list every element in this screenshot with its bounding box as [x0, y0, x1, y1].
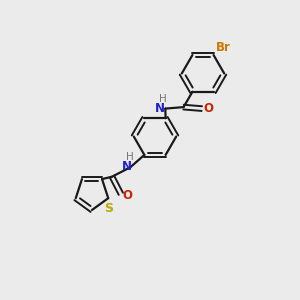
Text: O: O — [123, 189, 133, 202]
Text: N: N — [122, 160, 132, 173]
Text: O: O — [203, 102, 213, 115]
Text: Br: Br — [216, 40, 231, 54]
Text: H: H — [126, 152, 134, 162]
Text: S: S — [104, 202, 113, 215]
Text: N: N — [155, 102, 165, 115]
Text: H: H — [159, 94, 167, 104]
